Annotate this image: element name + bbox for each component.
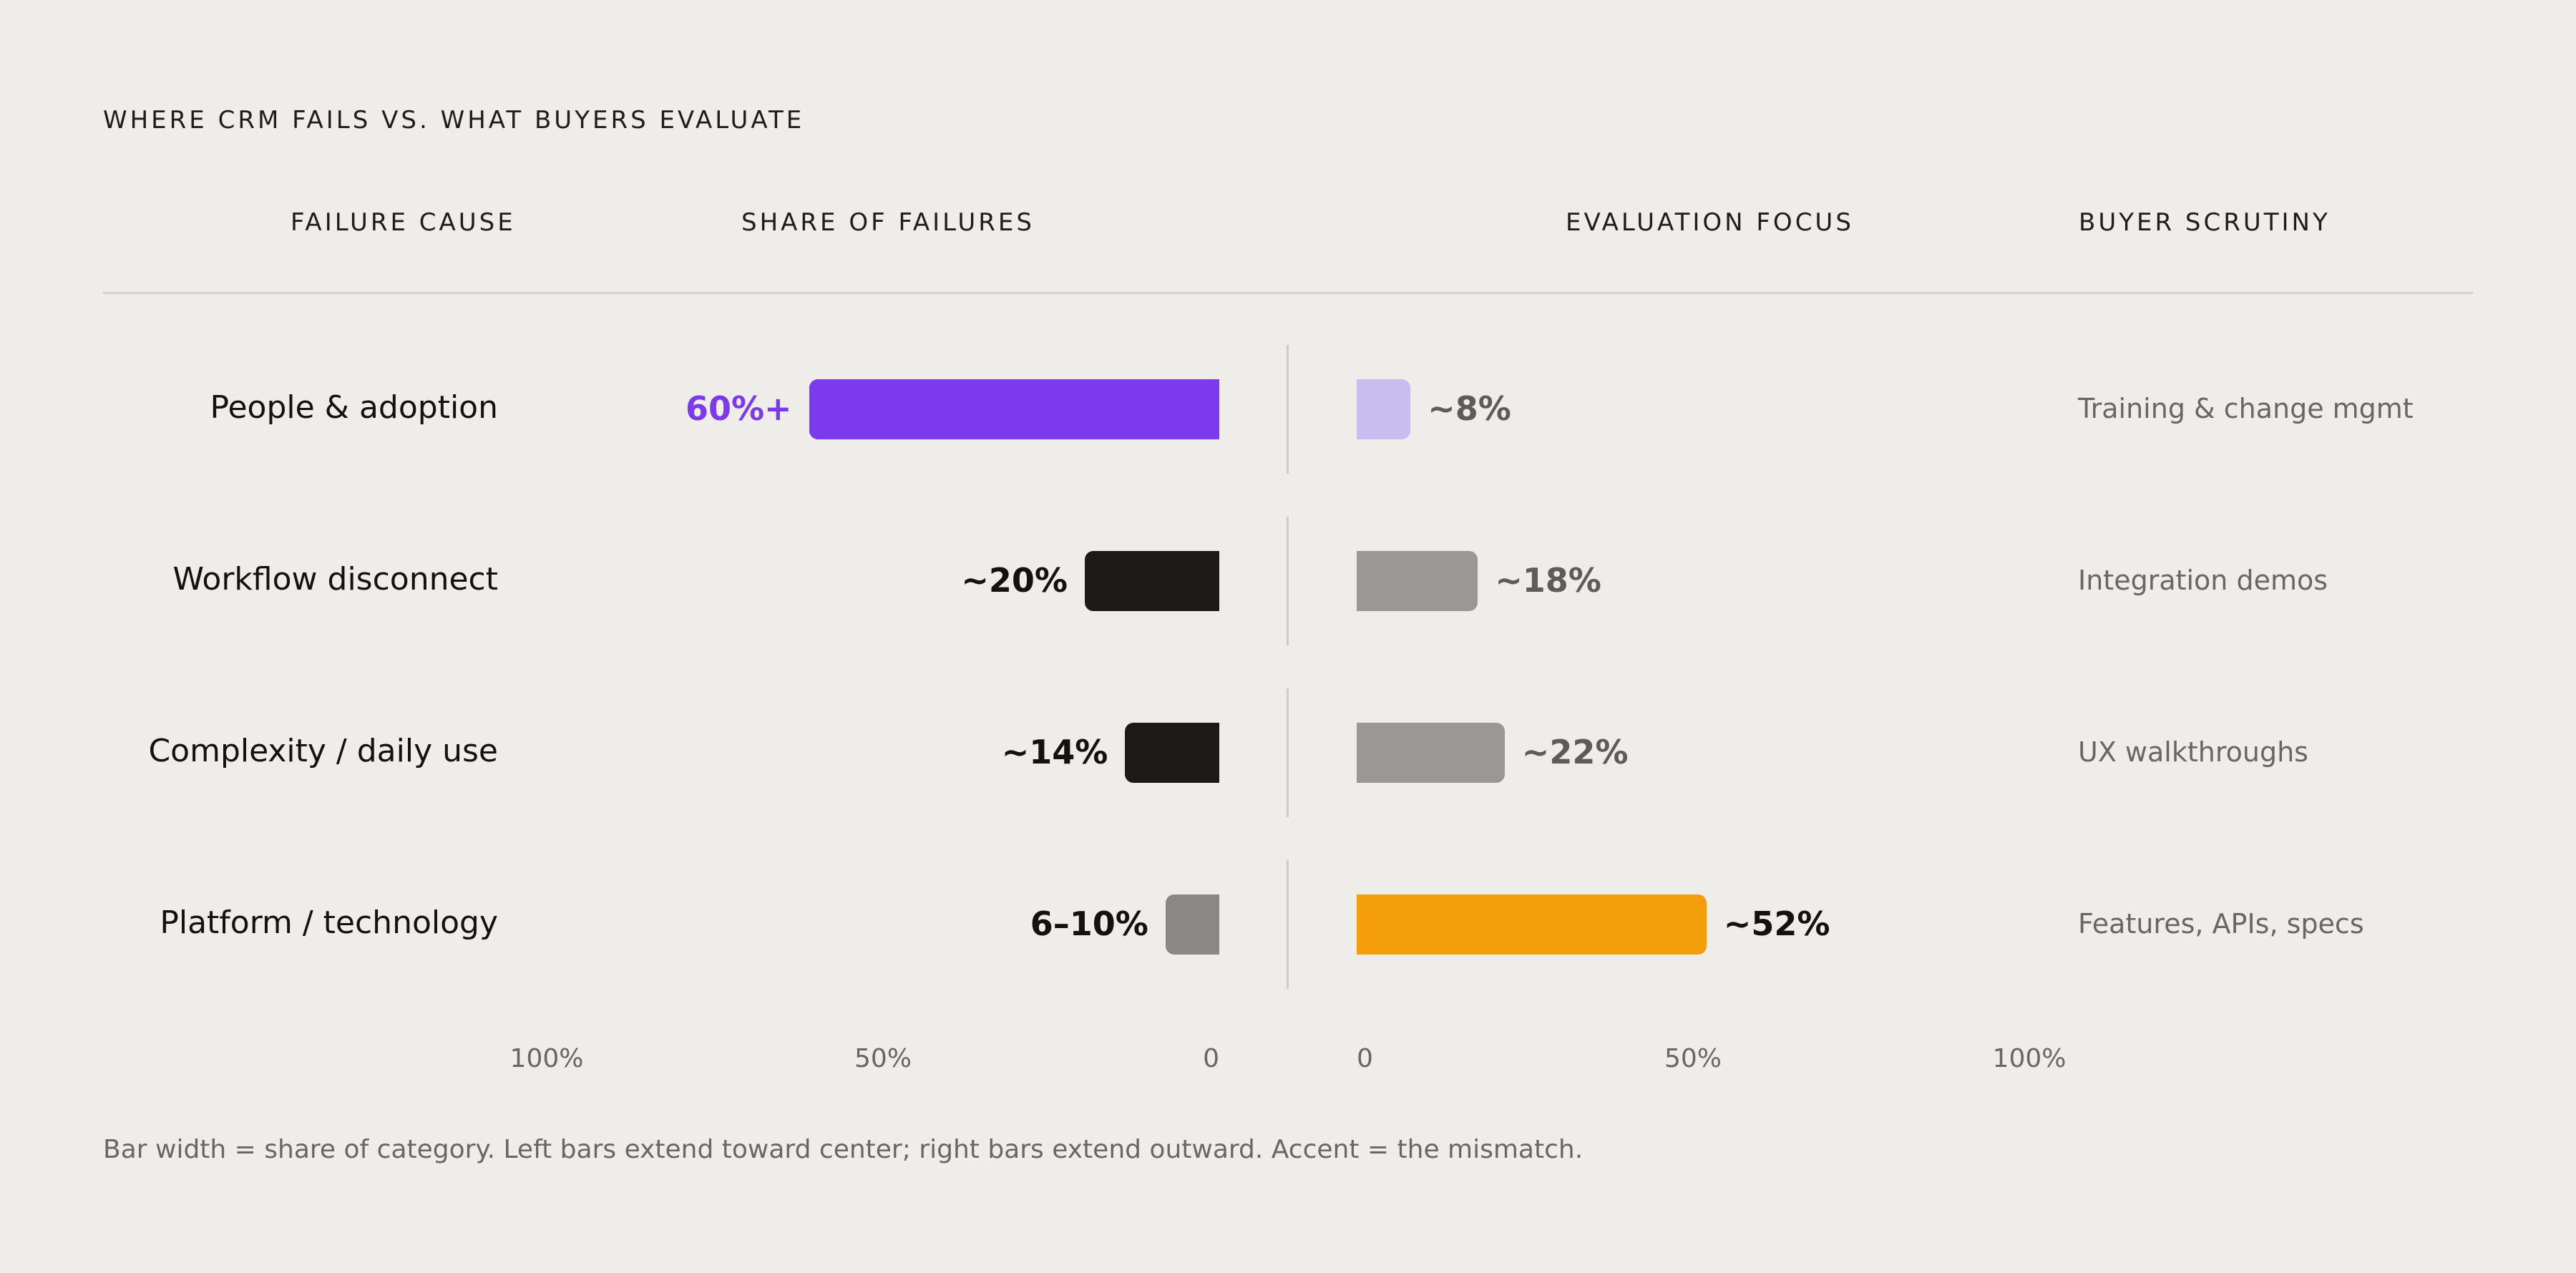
evaluation-focus-bar <box>1357 723 1505 783</box>
failure-share-bar <box>1085 551 1219 611</box>
category-label: Complexity / daily use <box>148 733 498 769</box>
buyer-scrutiny-label: Training & change mgmt <box>2078 393 2414 424</box>
left-axis-tick: 100% <box>509 1044 584 1073</box>
evaluation-focus-bar <box>1357 894 1707 955</box>
chart-footnote: Bar width = share of category. Left bars… <box>103 1135 1584 1164</box>
buyer-scrutiny-label: Features, APIs, specs <box>2078 908 2364 940</box>
category-label: Platform / technology <box>160 904 498 941</box>
failure-share-bar <box>1125 723 1219 783</box>
header-buyer-scrutiny: BUYER SCRUTINY <box>2079 208 2331 237</box>
evaluation-focus-bar <box>1357 551 1478 611</box>
header-divider <box>103 292 2473 294</box>
buyer-scrutiny-label: UX walkthroughs <box>2078 736 2308 768</box>
failure-share-label: 6–10% <box>1030 904 1148 943</box>
center-divider <box>1287 517 1289 645</box>
right-axis-tick: 0 <box>1357 1044 1373 1073</box>
header-share-of-failures: SHARE OF FAILURES <box>741 208 1035 237</box>
center-divider <box>1287 345 1289 474</box>
center-divider <box>1287 860 1289 989</box>
right-axis-tick: 100% <box>1992 1044 2067 1073</box>
center-divider <box>1287 688 1289 817</box>
header-evaluation-focus: EVALUATION FOCUS <box>1566 208 1854 237</box>
failure-share-label: ~20% <box>961 561 1068 600</box>
buyer-scrutiny-label: Integration demos <box>2078 565 2328 596</box>
evaluation-focus-bar <box>1357 379 1411 439</box>
evaluation-focus-label: ~52% <box>1723 904 1830 943</box>
header-failure-cause: FAILURE CAUSE <box>291 208 516 237</box>
failure-share-label: 60%+ <box>685 389 792 428</box>
evaluation-focus-label: ~18% <box>1495 561 1601 600</box>
evaluation-focus-label: ~8% <box>1428 389 1511 428</box>
failure-share-label: ~14% <box>1001 733 1108 771</box>
failure-share-bar <box>1165 894 1219 955</box>
left-axis-tick: 50% <box>854 1044 912 1073</box>
category-label: People & adoption <box>210 389 499 426</box>
chart-title: WHERE CRM FAILS VS. WHAT BUYERS EVALUATE <box>103 106 805 135</box>
evaluation-focus-label: ~22% <box>1521 733 1629 771</box>
failure-share-bar <box>809 379 1219 439</box>
right-axis-tick: 50% <box>1664 1044 1722 1073</box>
category-label: Workflow disconnect <box>172 561 498 598</box>
left-axis-tick: 0 <box>1203 1044 1219 1073</box>
